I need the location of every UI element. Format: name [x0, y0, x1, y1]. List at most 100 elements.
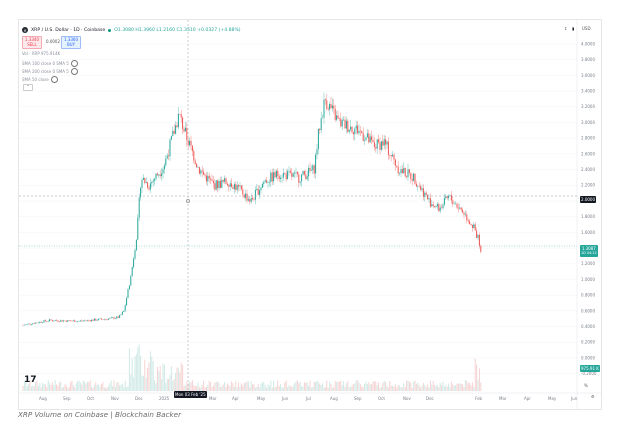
candle-body: [439, 207, 441, 212]
candle-body: [404, 167, 406, 177]
volume-bar: [39, 382, 41, 391]
candle-body: [415, 183, 417, 187]
image-caption: XRP Volume on Coinbase | Blockchain Back…: [18, 410, 182, 419]
sell-button[interactable]: 1.3340 SELL: [22, 36, 42, 49]
volume-bar: [112, 386, 114, 391]
indicators-button[interactable]: ▮: [572, 26, 575, 31]
time-axis-label: Aug: [39, 396, 47, 401]
volume-bar: [351, 385, 353, 391]
volume-bar: [275, 386, 277, 391]
volume-bar: [324, 387, 326, 391]
candle-body: [273, 172, 275, 182]
volume-bar: [236, 387, 238, 391]
indicator-sma-100[interactable]: SMA 100 close 0 SMA 5: [22, 60, 78, 67]
candle-body: [205, 175, 207, 182]
volume-bar: [36, 380, 38, 391]
volume-bar: [257, 384, 259, 391]
candle-body: [196, 163, 198, 168]
volume-bar: [271, 387, 273, 391]
volume-bar: [413, 381, 415, 391]
candle-body: [386, 141, 388, 145]
symbol-title[interactable]: XRP / U.S. Dollar · 1D · Coinbase: [31, 27, 106, 33]
candle-body: [93, 318, 95, 321]
volume-bar: [57, 385, 59, 391]
candle-body: [221, 179, 223, 188]
volume-bar: [249, 387, 251, 391]
volume-bar: [436, 384, 438, 391]
eye-icon[interactable]: [70, 68, 78, 75]
candle-body: [403, 167, 405, 174]
candle-body: [394, 159, 396, 166]
candle-body: [113, 317, 115, 319]
candle-body: [324, 99, 326, 101]
price-axis-label: 0.0000: [581, 355, 595, 360]
collapse-legend-button[interactable]: ⌃: [23, 84, 33, 91]
volume-bar: [459, 383, 461, 391]
volume-bar: [163, 365, 165, 391]
candle-body: [348, 129, 350, 132]
candle-body: [151, 182, 153, 184]
log-scale-toggle[interactable]: %: [584, 383, 588, 388]
buy-button[interactable]: 1.3360 BUY: [61, 36, 81, 49]
volume-bar: [477, 379, 479, 391]
volume-bar: [127, 386, 129, 391]
volume-bar: [327, 387, 329, 391]
volume-bar: [338, 381, 340, 391]
candle-body: [316, 149, 318, 155]
indicator-sma-200[interactable]: SMA 200 close 0 SMA 5: [22, 68, 78, 75]
volume-bar: [366, 384, 368, 391]
eye-icon[interactable]: [50, 76, 58, 83]
candle-body: [298, 174, 300, 183]
candle-body: [313, 165, 315, 174]
candle-body: [380, 141, 382, 150]
settings-icon[interactable]: ⚙: [591, 394, 595, 399]
candle-body: [208, 175, 210, 179]
candle-body: [369, 136, 371, 143]
candle-body: [124, 305, 126, 311]
time-axis-label: May: [548, 396, 557, 401]
price-chart[interactable]: 4.0000 3.8000 3.6000 3.4000 3.2000 3.0000 2.80…: [19, 20, 601, 409]
volume-bar: [173, 379, 175, 391]
volume-bar: [313, 381, 315, 391]
candle-body: [121, 312, 123, 315]
volume-bar: [54, 380, 56, 391]
price-axis-label: 1.2000: [581, 261, 595, 266]
volume-bar: [152, 361, 154, 391]
candle-body: [434, 206, 436, 208]
volume-bar: [123, 386, 125, 391]
indicator-volume[interactable]: Vol · XRP 975.914K: [22, 51, 61, 56]
volume-bar: [373, 380, 375, 391]
candle-body: [268, 182, 270, 183]
volume-bar: [67, 387, 69, 391]
eye-icon[interactable]: [70, 60, 78, 67]
candle-body: [294, 172, 296, 174]
volume-bar: [281, 387, 283, 391]
candle-body: [170, 136, 172, 140]
volume-bar: [323, 387, 325, 391]
volume-bar: [464, 380, 466, 391]
volume-bar: [235, 381, 237, 391]
indicator-sma-50[interactable]: SMA 50 close: [22, 76, 58, 83]
candle-body: [250, 198, 252, 202]
candle-body: [480, 245, 482, 252]
candle-body: [95, 318, 97, 321]
volume-bar: [246, 381, 248, 391]
candle-body: [357, 125, 359, 134]
volume-bar: [358, 382, 360, 391]
price-axis-label: 4.0000: [581, 41, 595, 46]
volume-bar: [96, 384, 98, 391]
chart-frame[interactable]: 4.0000 3.8000 3.6000 3.4000 3.2000 3.0000 2.80…: [18, 19, 602, 410]
candle-body: [162, 169, 164, 174]
candle-body: [200, 170, 202, 174]
candle-body: [375, 147, 377, 149]
volume-bar: [197, 382, 199, 391]
candle-body: [295, 172, 297, 173]
compare-icon[interactable]: ↕: [564, 26, 568, 31]
candle-body: [301, 174, 303, 182]
volume-bar: [149, 351, 151, 391]
currency-label[interactable]: USD: [582, 26, 591, 31]
volume-bar: [60, 381, 62, 391]
candle-body: [51, 320, 53, 322]
candle-body: [476, 230, 478, 238]
volume-bar: [319, 383, 321, 391]
